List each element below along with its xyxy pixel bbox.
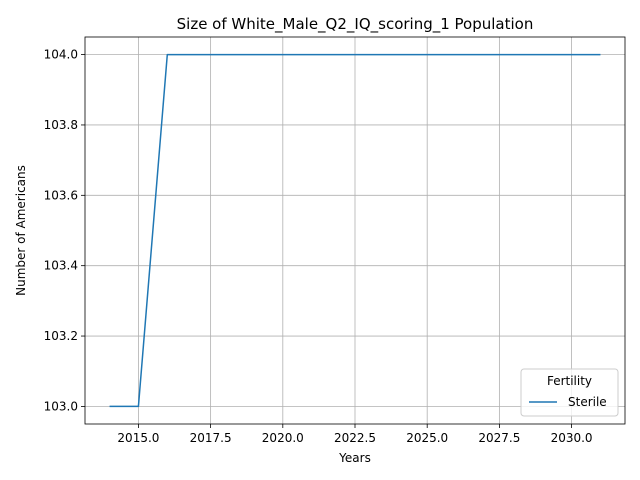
x-tick-label: 2027.5 — [478, 431, 520, 445]
y-tick-label: 103.8 — [44, 118, 78, 132]
grid-lines — [85, 37, 625, 424]
x-axis: 2015.0 2017.5 2020.0 2022.5 2025.0 2027.5 2030… — [117, 424, 593, 445]
series-layer — [109, 53, 601, 408]
legend-label-sterile: Sterile — [568, 395, 607, 409]
x-tick-label: 2030.0 — [551, 431, 593, 445]
x-tick-label: 2020.0 — [262, 431, 304, 445]
legend: Fertility Sterile — [520, 368, 619, 417]
x-tick-label: 2015.0 — [117, 431, 159, 445]
y-tick-label: 104.0 — [44, 48, 78, 62]
y-axis-label: Number of Americans — [14, 165, 28, 296]
legend-title: Fertility — [547, 374, 592, 388]
y-tick-label: 103.6 — [44, 188, 78, 202]
x-axis-label: Years — [338, 451, 371, 465]
x-tick-label: 2025.0 — [406, 431, 448, 445]
x-tick-label: 2022.5 — [334, 431, 376, 445]
y-tick-label: 103.4 — [44, 259, 78, 273]
series-line-sterile — [109, 53, 601, 408]
chart-title: Size of White_Male_Q2_IQ_scoring_1 Popul… — [177, 15, 534, 34]
legend-box — [520, 368, 619, 417]
y-tick-label: 103.2 — [44, 329, 78, 343]
y-axis: 103.0 103.2 103.4 103.6 103.8 104.0 — [44, 48, 85, 413]
x-tick-label: 2017.5 — [190, 431, 232, 445]
y-tick-label: 103.0 — [44, 399, 78, 413]
